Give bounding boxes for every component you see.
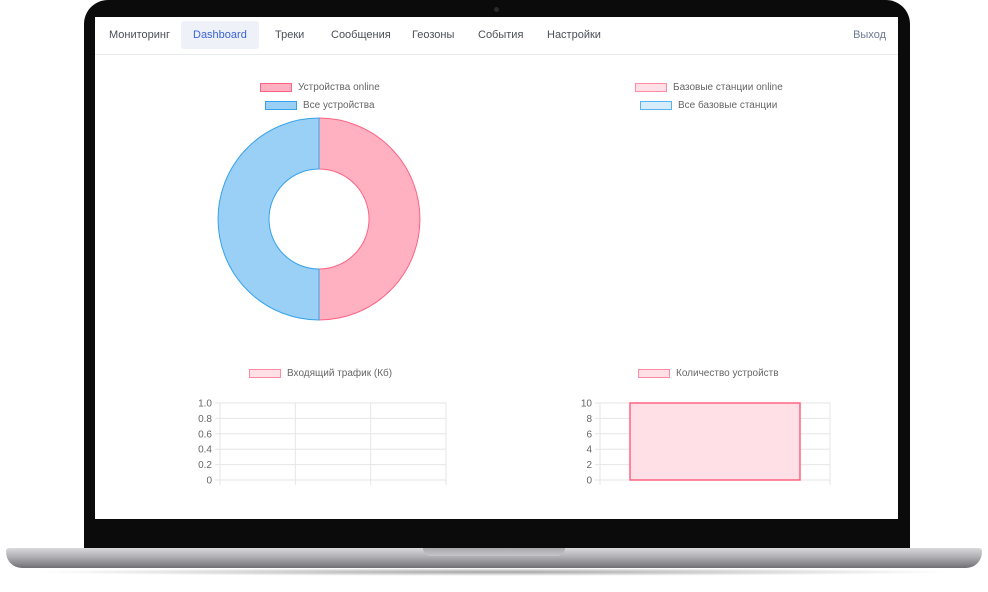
legend-swatch [260,82,292,92]
legend-swatch [635,82,667,92]
legend-swatch [640,100,672,110]
donut-slice [318,117,421,321]
legend-item-traffic[interactable]: Входящий трафик (Кб) [249,366,392,380]
y-tick-label: 8 [586,414,592,425]
traffic-line-chart: 1.00.80.60.40.20авг. 2021сент. 2021окт. … [198,399,447,487]
y-tick-label: 0 [586,476,592,487]
y-tick-label: 0 [206,476,212,487]
camera-icon [494,7,499,12]
nav-item-settings[interactable]: Настройки [547,29,601,41]
devices-doughnut-chart [217,117,421,321]
donut-slice [217,117,320,321]
y-tick-label: 1.0 [198,399,212,410]
y-tick-label: 0.2 [198,460,212,471]
legend-label: Входящий трафик (Кб) [287,367,393,379]
y-tick-label: 10 [581,399,593,410]
nav-item-messages[interactable]: Сообщения [331,29,391,41]
legend-label: Все устройства [303,99,375,111]
legend-item-stations-online[interactable]: Базовые станции online [635,80,783,94]
app-screen: Мониторинг Dashboard Треки Сообщения Гео… [95,17,898,519]
legend-item-devices-online[interactable]: Устройства online [260,80,380,94]
legend-label: Устройства online [298,81,380,93]
y-tick-label: 6 [586,429,592,440]
legend-item-all-devices[interactable]: Все устройства [265,98,375,112]
y-tick-label: 0.8 [198,414,212,425]
legend-swatch [249,368,281,378]
bar [629,402,801,481]
laptop-notch [423,548,565,556]
legend-label: Все базовые станции [678,99,778,111]
nav-item-events[interactable]: События [478,29,524,41]
nav-item-tracks[interactable]: Треки [275,29,305,41]
device-count-bar-chart: 1086420авг. 2021 [581,399,831,487]
legend-label: Количество устройств [676,367,779,379]
stations-doughnut-chart [615,115,823,323]
nav-item-monitoring[interactable]: Мониторинг [109,29,171,41]
laptop-base [6,548,982,568]
y-tick-label: 4 [586,445,592,456]
laptop-shadow [30,568,958,576]
legend-label: Базовые станции online [673,81,783,93]
top-navbar: Мониторинг Dashboard Треки Сообщения Гео… [95,17,898,55]
legend-item-device-count[interactable]: Количество устройств [638,366,779,380]
y-tick-label: 0.6 [198,429,212,440]
legend-swatch [638,368,670,378]
nav-item-geozones[interactable]: Геозоны [412,29,455,41]
y-tick-label: 0.4 [198,445,212,456]
nav-item-dashboard[interactable]: Dashboard [181,21,259,49]
y-tick-label: 2 [586,460,592,471]
logout-link[interactable]: Выход [853,29,886,41]
legend-item-all-stations[interactable]: Все базовые станции [640,98,777,112]
legend-swatch [265,100,297,110]
